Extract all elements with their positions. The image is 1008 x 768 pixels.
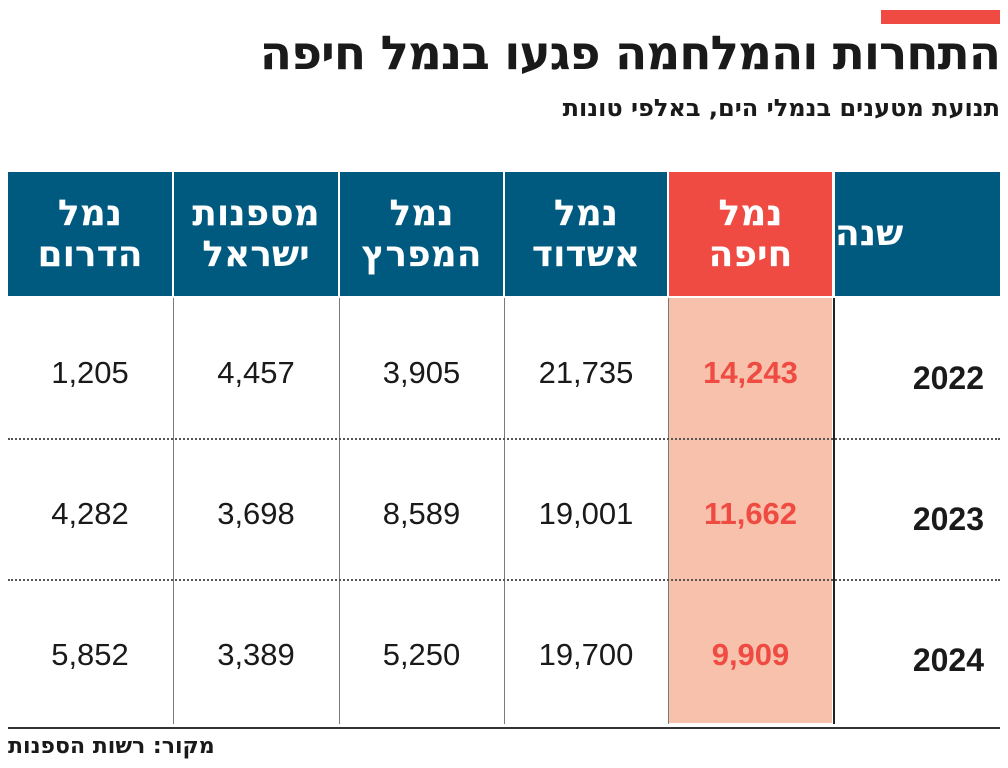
cell-year: 2024: [912, 641, 984, 678]
table-bottom-rule: [8, 727, 1000, 729]
cell-hamifratz: 5,250: [382, 637, 461, 672]
header-darom-line2: הדרום: [37, 234, 143, 275]
cell-haifa: 14,243: [703, 355, 798, 390]
header-darom: נמל הדרום: [8, 172, 172, 296]
header-year-label: שנה: [835, 213, 904, 255]
accent-bar: [881, 10, 1000, 24]
header-year: שנה: [835, 172, 1000, 296]
cell-hamifratz: 3,905: [382, 355, 461, 390]
column-divider: [173, 298, 174, 724]
cell-haifa: 9,909: [711, 637, 790, 672]
column-divider: [504, 298, 505, 724]
haifa-highlight-column: [669, 298, 832, 723]
cell-year: 2023: [912, 500, 984, 537]
column-divider: [339, 298, 340, 724]
page-title: התחרות והמלחמה פגעו בנמל חיפה: [259, 26, 1001, 81]
page-subtitle: תנועת מטענים בנמלי הים, באלפי טונות: [562, 94, 1000, 122]
cell-mispanot: 3,389: [217, 637, 295, 672]
cell-darom: 4,282: [51, 496, 129, 531]
year-column-divider: [833, 298, 835, 724]
cell-ashdod: 19,700: [538, 637, 634, 672]
header-hamifratz-line2: המפרץ: [361, 234, 482, 275]
header-mispanot: מספנות ישראל: [174, 172, 338, 296]
header-mispanot-line2: ישראל: [202, 234, 310, 275]
cell-hamifratz: 8,589: [382, 496, 461, 531]
header-ashdod: נמל אשדוד: [505, 172, 667, 296]
column-divider: [668, 298, 669, 724]
header-haifa: נמל חיפה: [669, 172, 832, 296]
row-divider: [8, 438, 1000, 440]
header-mispanot-line1: מספנות: [192, 192, 320, 234]
cell-darom: 5,852: [51, 637, 129, 672]
header-haifa-line2: חיפה: [708, 234, 793, 275]
cell-ashdod: 21,735: [538, 355, 634, 390]
cell-haifa: 11,662: [703, 496, 798, 531]
cell-mispanot: 4,457: [217, 355, 295, 390]
cell-mispanot: 3,698: [217, 496, 295, 531]
row-divider: [8, 579, 1000, 581]
header-hamifratz: נמל המפרץ: [340, 172, 503, 296]
cell-darom: 1,205: [51, 355, 129, 390]
header-darom-line1: נמל: [57, 192, 123, 234]
header-hamifratz-line1: נמל: [389, 192, 454, 234]
header-ashdod-line2: אשדוד: [531, 234, 641, 275]
header-haifa-line1: נמל: [718, 192, 783, 234]
cell-ashdod: 19,001: [538, 496, 634, 531]
header-ashdod-line1: נמל: [553, 192, 619, 234]
cell-year: 2022: [912, 359, 984, 396]
source-note: מקור: רשות הספנות: [8, 734, 215, 759]
